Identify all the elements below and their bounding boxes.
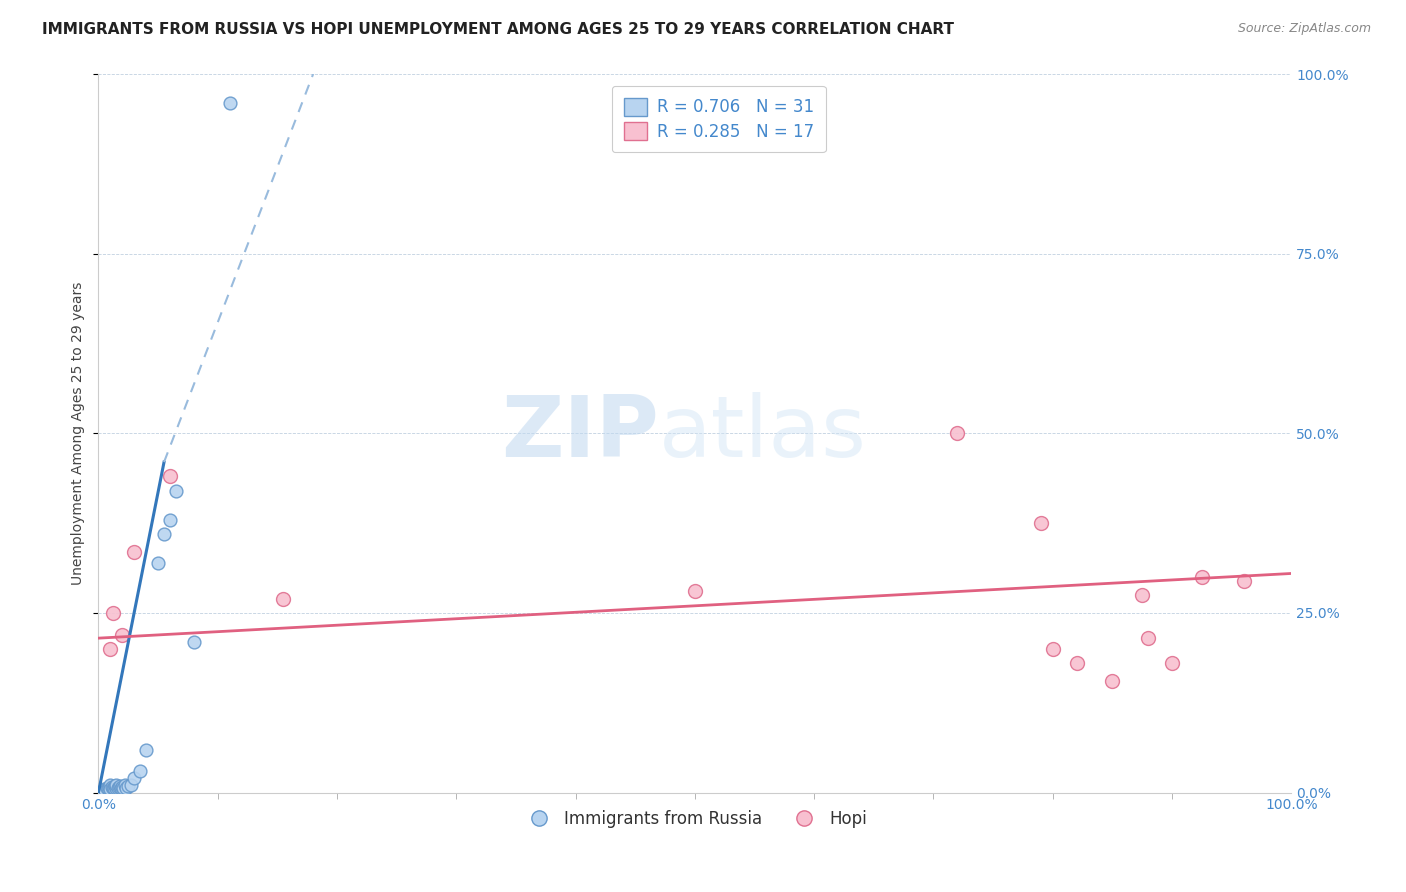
Point <box>1029 516 1052 531</box>
Point <box>98 779 121 793</box>
Point <box>98 641 121 656</box>
Text: IMMIGRANTS FROM RUSSIA VS HOPI UNEMPLOYMENT AMONG AGES 25 TO 29 YEARS CORRELATIO: IMMIGRANTS FROM RUSSIA VS HOPI UNEMPLOYM… <box>42 22 955 37</box>
Point <box>122 772 145 786</box>
Point <box>159 512 181 526</box>
Point <box>135 742 157 756</box>
Point <box>101 781 124 796</box>
Point <box>111 627 134 641</box>
Point <box>1137 631 1160 645</box>
Point <box>120 779 142 793</box>
Point <box>104 779 127 793</box>
Point <box>1191 570 1213 584</box>
Point <box>105 779 128 793</box>
Text: ZIP: ZIP <box>502 392 659 475</box>
Point <box>153 527 176 541</box>
Point <box>165 483 187 498</box>
Point <box>1042 641 1064 656</box>
Point <box>114 779 136 793</box>
Point <box>159 469 181 483</box>
Point <box>96 780 118 795</box>
Point <box>273 591 295 606</box>
Point <box>129 764 152 778</box>
Point <box>946 426 969 441</box>
Point <box>1066 657 1088 671</box>
Point <box>112 781 135 796</box>
Text: Source: ZipAtlas.com: Source: ZipAtlas.com <box>1237 22 1371 36</box>
Point <box>97 781 120 796</box>
Point <box>122 545 145 559</box>
Point <box>98 782 121 797</box>
Point <box>1101 674 1123 689</box>
Point <box>93 782 115 797</box>
Point <box>108 779 131 793</box>
Point <box>115 780 138 795</box>
Point <box>101 606 124 620</box>
Point <box>146 556 169 570</box>
Point <box>98 780 121 794</box>
Point <box>111 780 134 794</box>
Point <box>1233 574 1256 588</box>
Point <box>107 780 129 795</box>
Point <box>183 634 205 648</box>
Point <box>110 780 132 795</box>
Text: atlas: atlas <box>659 392 868 475</box>
Legend: Immigrants from Russia, Hopi: Immigrants from Russia, Hopi <box>516 804 873 835</box>
Point <box>105 781 128 796</box>
Point <box>100 780 122 794</box>
Y-axis label: Unemployment Among Ages 25 to 29 years: Unemployment Among Ages 25 to 29 years <box>72 282 86 585</box>
Point <box>683 584 706 599</box>
Point <box>107 780 129 794</box>
Point <box>218 95 240 110</box>
Point <box>117 779 139 793</box>
Point <box>1130 588 1153 602</box>
Point <box>103 780 125 795</box>
Point <box>1161 657 1184 671</box>
